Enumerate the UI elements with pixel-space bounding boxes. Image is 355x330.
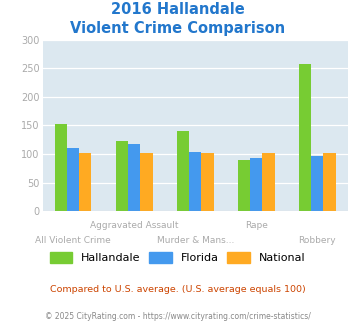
Bar [189, 152, 201, 211]
Bar [116, 141, 128, 211]
Bar [128, 144, 140, 211]
Text: Aggravated Assault: Aggravated Assault [90, 221, 179, 230]
Bar [262, 153, 275, 211]
Text: Robbery: Robbery [299, 236, 336, 245]
Bar [55, 124, 67, 211]
Bar [299, 64, 311, 211]
Text: Compared to U.S. average. (U.S. average equals 100): Compared to U.S. average. (U.S. average … [50, 285, 305, 294]
Bar [201, 153, 214, 211]
Text: Murder & Mans...: Murder & Mans... [157, 236, 234, 245]
Bar [311, 156, 323, 211]
Bar [79, 153, 92, 211]
Bar [250, 158, 262, 211]
Text: Rape: Rape [245, 221, 268, 230]
Bar [238, 160, 250, 211]
Bar [177, 131, 189, 211]
Text: © 2025 CityRating.com - https://www.cityrating.com/crime-statistics/: © 2025 CityRating.com - https://www.city… [45, 312, 310, 321]
Bar [67, 148, 79, 211]
Text: Violent Crime Comparison: Violent Crime Comparison [70, 21, 285, 36]
Bar [140, 153, 153, 211]
Legend: Hallandale, Florida, National: Hallandale, Florida, National [50, 252, 305, 263]
Text: 2016 Hallandale: 2016 Hallandale [111, 2, 244, 16]
Bar [323, 153, 336, 211]
Text: All Violent Crime: All Violent Crime [35, 236, 111, 245]
